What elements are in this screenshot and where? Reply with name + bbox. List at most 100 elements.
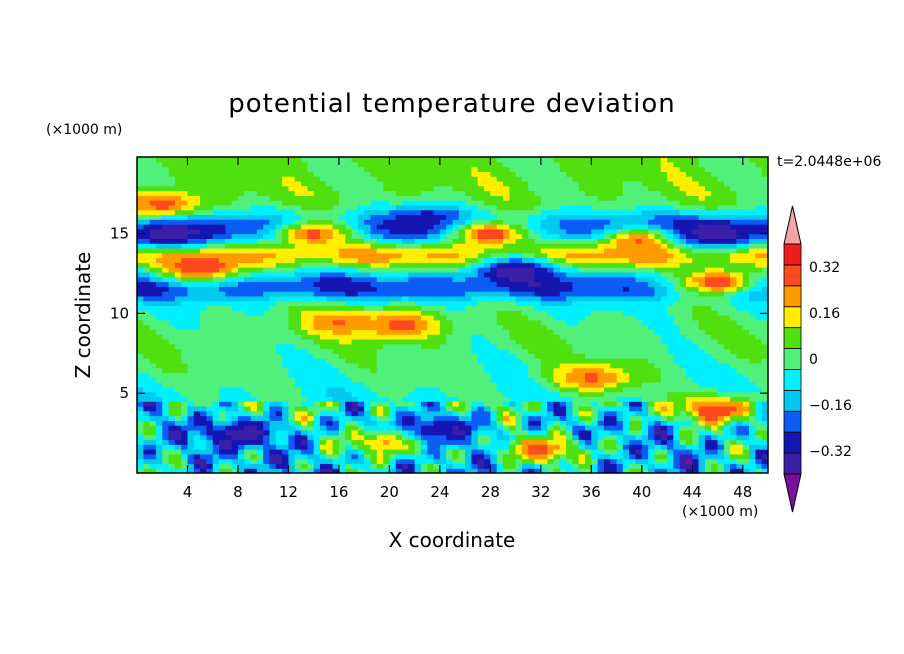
heatmap-cell xyxy=(225,453,233,460)
heatmap-cell xyxy=(597,195,605,201)
heatmap-cell xyxy=(219,271,226,278)
heatmap-cell xyxy=(521,468,529,473)
heatmap-cell xyxy=(553,449,561,455)
heatmap-cell xyxy=(155,157,163,163)
heatmap-cell xyxy=(540,315,548,321)
heatmap-cell xyxy=(490,276,498,283)
heatmap-cell xyxy=(187,372,195,378)
heatmap-cell xyxy=(250,238,258,244)
heatmap-cell xyxy=(515,252,523,259)
heatmap-cell xyxy=(490,190,498,196)
heatmap-cell xyxy=(250,329,258,335)
heatmap-cell xyxy=(275,348,283,354)
heatmap-cell xyxy=(553,209,561,216)
heatmap-cell xyxy=(528,458,536,465)
heatmap-cell xyxy=(370,195,378,201)
heatmap-cell xyxy=(452,343,460,350)
heatmap-cell xyxy=(427,305,435,311)
heatmap-cell xyxy=(237,224,245,230)
heatmap-cell xyxy=(143,200,151,206)
heatmap-cell xyxy=(193,243,201,249)
heatmap-cell xyxy=(319,195,327,201)
heatmap-cell xyxy=(597,257,605,263)
heatmap-cell xyxy=(446,233,454,239)
heatmap-cell xyxy=(540,276,548,283)
heatmap-cell xyxy=(326,453,334,460)
heatmap-cell xyxy=(345,195,353,201)
heatmap-cell xyxy=(181,271,189,278)
heatmap-cell xyxy=(439,195,447,201)
heatmap-cell xyxy=(200,396,208,402)
heatmap-cell xyxy=(465,295,473,302)
heatmap-cell xyxy=(269,449,277,455)
heatmap-cell xyxy=(275,295,283,302)
heatmap-cell xyxy=(244,396,252,402)
heatmap-cell xyxy=(383,458,390,465)
heatmap-cell xyxy=(420,300,428,307)
heatmap-cell xyxy=(420,180,428,187)
heatmap-cell xyxy=(219,224,226,230)
heatmap-cell xyxy=(591,286,599,292)
heatmap-cell xyxy=(439,228,447,235)
heatmap-cell xyxy=(244,315,252,321)
heatmap-cell xyxy=(212,382,220,388)
heatmap-cell xyxy=(376,343,384,350)
heatmap-cell xyxy=(307,295,315,302)
heatmap-cell xyxy=(237,372,245,378)
heatmap-cell xyxy=(465,386,473,393)
heatmap-cell xyxy=(566,338,573,345)
heatmap-cell xyxy=(294,161,302,168)
heatmap-cell xyxy=(477,353,485,359)
heatmap-cell xyxy=(465,224,473,230)
heatmap-cell xyxy=(402,228,409,235)
heatmap-cell xyxy=(282,324,290,330)
heatmap-cell xyxy=(484,247,491,254)
heatmap-cell xyxy=(566,401,573,407)
heatmap-cell xyxy=(496,257,504,263)
heatmap-cell xyxy=(439,358,447,364)
heatmap-cell xyxy=(578,367,586,374)
heatmap-cell xyxy=(332,324,340,330)
heatmap-cell xyxy=(237,401,245,407)
heatmap-cell xyxy=(338,348,346,354)
heatmap-cell xyxy=(332,391,340,397)
heatmap-cell xyxy=(288,420,296,426)
heatmap-cell xyxy=(566,204,573,211)
heatmap-cell xyxy=(540,415,548,421)
heatmap-cell xyxy=(458,415,466,421)
heatmap-cell xyxy=(187,157,195,163)
heatmap-cell xyxy=(275,396,283,402)
heatmap-cell xyxy=(364,396,372,402)
heatmap-cell xyxy=(540,382,548,388)
heatmap-cell xyxy=(231,405,239,412)
heatmap-cell xyxy=(282,338,290,345)
heatmap-cell xyxy=(484,224,491,230)
heatmap-cell xyxy=(597,358,605,364)
heatmap-cell xyxy=(502,386,510,393)
heatmap-cell xyxy=(219,185,226,192)
heatmap-cell xyxy=(477,238,485,244)
heatmap-cell xyxy=(540,343,548,350)
heatmap-cell xyxy=(370,171,378,177)
heatmap-cell xyxy=(137,319,144,326)
heatmap-cell xyxy=(319,257,327,263)
heatmap-cell xyxy=(509,415,517,421)
heatmap-cell xyxy=(307,300,315,307)
heatmap-cell xyxy=(231,305,239,311)
heatmap-cell xyxy=(181,291,189,297)
heatmap-cell xyxy=(408,439,416,445)
heatmap-cell xyxy=(585,295,592,302)
heatmap-cell xyxy=(395,295,403,302)
heatmap-cell xyxy=(206,386,214,393)
heatmap-cell xyxy=(502,190,510,196)
heatmap-cell xyxy=(225,449,233,455)
heatmap-cell xyxy=(528,267,536,273)
heatmap-cell xyxy=(465,434,473,441)
heatmap-cell xyxy=(521,324,529,330)
heatmap-cell xyxy=(471,295,479,302)
heatmap-cell xyxy=(237,262,245,268)
heatmap-cell xyxy=(244,262,252,268)
heatmap-cell xyxy=(458,348,466,354)
heatmap-cell xyxy=(458,386,466,393)
heatmap-cell xyxy=(458,166,466,172)
